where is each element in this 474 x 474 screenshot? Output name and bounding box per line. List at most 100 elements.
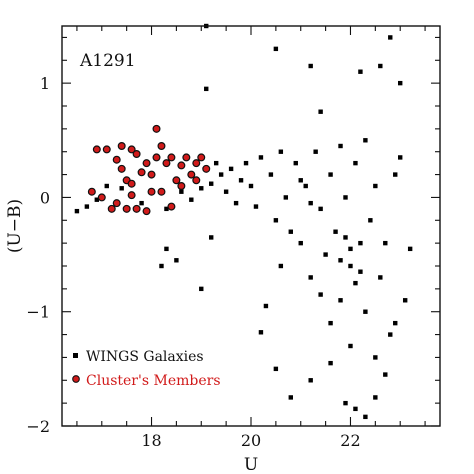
wings-galaxy-point <box>248 183 254 189</box>
wings-galaxy-point <box>199 286 204 292</box>
wings-galaxy-point <box>393 172 398 177</box>
wings-galaxy-point <box>358 269 363 274</box>
x-tick-label: 22 <box>340 431 360 450</box>
wings-galaxy-point <box>298 178 303 183</box>
wings-galaxy-point <box>343 235 348 240</box>
wings-galaxy-point <box>84 204 90 209</box>
wings-galaxy-point <box>353 280 358 286</box>
wings-galaxy-point <box>243 160 249 166</box>
wings-galaxy-point <box>253 204 259 209</box>
wings-galaxy-point <box>318 109 323 114</box>
cluster-member-point <box>132 150 141 159</box>
cluster-member-point <box>127 191 136 200</box>
wings-galaxy-point <box>233 200 239 206</box>
cluster-member-point <box>92 145 101 154</box>
y-tick-label: 1 <box>40 74 50 93</box>
cluster-member-point <box>192 159 201 168</box>
wings-galaxy-point <box>298 240 303 246</box>
cluster-member-point <box>177 161 186 170</box>
cluster-member-point <box>177 182 186 191</box>
wings-galaxy-point <box>338 298 343 303</box>
wings-galaxy-point <box>378 275 383 280</box>
y-tick-label: 0 <box>40 188 50 207</box>
wings-galaxy-point <box>164 246 169 252</box>
cluster-member-point <box>167 153 176 162</box>
wings-galaxy-point <box>388 332 393 337</box>
wings-galaxy-point <box>238 178 244 183</box>
wings-galaxy-point <box>328 360 333 366</box>
cluster-member-point <box>147 187 156 196</box>
wings-galaxy-point <box>228 166 234 172</box>
cluster-member-point <box>122 204 131 213</box>
wings-galaxy-point <box>328 172 333 177</box>
panel-label: A1291 <box>79 51 136 71</box>
cluster-member-point <box>137 168 146 177</box>
wings-galaxy-point <box>273 46 279 52</box>
wings-galaxy-point <box>407 246 413 252</box>
wings-galaxy-point <box>263 303 269 309</box>
wings-galaxy-point <box>283 195 289 200</box>
wings-galaxy-point <box>318 206 323 212</box>
wings-galaxy-point <box>393 320 398 326</box>
wings-galaxy-point <box>159 263 164 269</box>
cluster-member-point <box>117 142 126 151</box>
wings-galaxy-point <box>368 218 373 223</box>
cluster-member-point <box>117 164 126 173</box>
wings-galaxy-point <box>323 252 328 257</box>
wings-galaxy-point <box>273 218 279 223</box>
cluster-member-point <box>197 153 206 162</box>
x-axis-title: U <box>244 455 258 474</box>
cluster-member-point <box>107 204 116 213</box>
y-tick-label: −1 <box>26 303 50 322</box>
cluster-member-point <box>187 170 196 179</box>
plot-frame <box>61 25 441 427</box>
wings-galaxy-point <box>402 298 408 303</box>
wings-galaxy-point <box>308 63 313 69</box>
wings-galaxy-point <box>204 86 209 92</box>
data-points-layer <box>74 23 413 420</box>
wings-galaxy-point <box>398 155 403 160</box>
wings-galaxy-point <box>328 320 333 326</box>
wings-galaxy-point <box>353 160 358 166</box>
y-tick-label: −2 <box>26 417 50 436</box>
wings-galaxy-point <box>278 263 284 269</box>
wings-galaxy-point <box>218 172 224 177</box>
cluster-member-point <box>167 202 176 211</box>
cluster-member-point <box>157 187 166 196</box>
wings-galaxy-point <box>318 292 323 297</box>
wings-galaxy-point <box>293 160 298 166</box>
wings-galaxy-point <box>119 186 124 191</box>
wings-galaxy-point <box>164 206 169 212</box>
wings-galaxy-point <box>348 246 353 252</box>
wings-galaxy-point <box>373 183 378 189</box>
legend-label-wings-galaxies: WINGS Galaxies <box>86 349 204 365</box>
wings-galaxy-point <box>363 414 368 420</box>
wings-galaxy-point <box>258 155 264 160</box>
cluster-member-point <box>192 176 201 185</box>
wings-galaxy-point <box>209 181 214 186</box>
wings-galaxy-point <box>258 330 264 335</box>
wings-galaxy-point <box>174 258 179 263</box>
wings-galaxy-point <box>348 263 353 269</box>
wings-galaxy-point <box>104 183 109 189</box>
cluster-member-point <box>162 159 171 168</box>
wings-galaxy-point <box>383 372 388 377</box>
y-axis-title: (U−B) <box>5 199 25 253</box>
cluster-member-point <box>127 179 136 188</box>
wings-galaxy-point <box>179 189 184 194</box>
wings-galaxy-point <box>189 197 194 202</box>
wings-galaxy-point <box>363 138 368 143</box>
wings-galaxy-point <box>273 366 279 372</box>
legend-marker-cluster-members <box>72 375 80 383</box>
wings-galaxy-point <box>213 160 219 166</box>
cluster-member-point <box>127 145 136 154</box>
cluster-member-point <box>97 193 106 202</box>
cluster-member-point <box>142 207 151 216</box>
cluster-member-point <box>172 176 181 185</box>
wings-galaxy-point <box>308 200 313 206</box>
wings-galaxy-point <box>303 183 308 189</box>
axis-ticks: 18 20 22 −2 −1 0 1 <box>26 26 440 450</box>
wings-galaxy-point <box>333 229 338 234</box>
wings-galaxy-point <box>199 186 204 191</box>
